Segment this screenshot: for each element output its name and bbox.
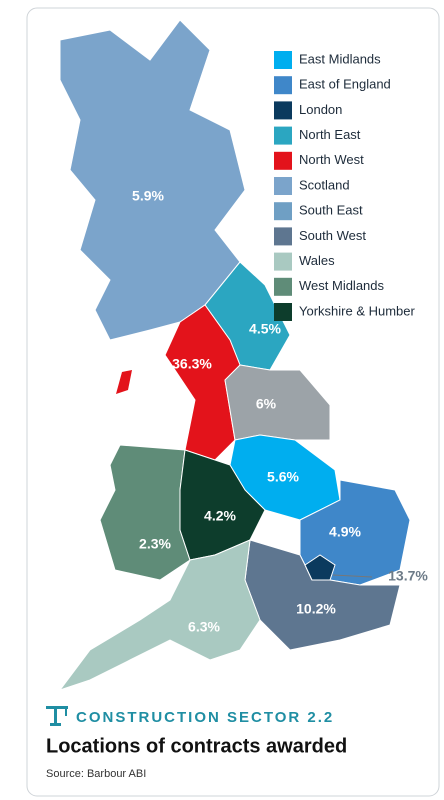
region-label: 4.9% [329, 524, 361, 540]
legend-label: North West [299, 152, 364, 167]
legend-label: Yorkshire & Humber [299, 303, 416, 318]
region-label: 4.2% [204, 508, 236, 524]
legend-swatch [274, 252, 292, 271]
region [224, 364, 331, 441]
island [116, 370, 132, 394]
legend-swatch [274, 303, 292, 321]
region [304, 554, 336, 581]
legend-swatch [274, 51, 292, 69]
legend: East Midlands East of England London North … [274, 51, 416, 321]
legend-label: East of England [299, 77, 391, 92]
region-label: 2.3% [139, 536, 171, 552]
legend-label: South West [299, 228, 366, 243]
legend-swatch [274, 76, 292, 95]
leader-line [332, 574, 373, 578]
section-label: CONSTRUCTION SECTOR 2.2 [76, 709, 334, 726]
region-label: 5.9% [132, 188, 164, 204]
legend-label: West Midlands [299, 278, 385, 293]
legend-label: East Midlands [299, 51, 381, 66]
region-label: 6.3% [188, 619, 220, 635]
legend-label: Wales [299, 253, 335, 268]
legend-label: Scotland [299, 177, 350, 192]
crane-icon [46, 706, 68, 726]
legend-label: South East [299, 203, 363, 218]
region [58, 539, 261, 691]
legend-swatch [274, 202, 292, 221]
region-label: 4.5% [249, 321, 281, 337]
legend-label: North East [299, 127, 361, 142]
legend-swatch [274, 177, 292, 195]
map: 5.9% 4.5% 36.3% 6% 5.6% 2.3% 4.2% 4.9% 10.2% 6.3%… [58, 19, 428, 691]
legend-swatch [274, 277, 292, 296]
title: Locations of contracts awarded [46, 735, 347, 757]
region-label: 36.3% [172, 356, 212, 372]
legend-label: London [299, 102, 342, 117]
legend-swatch [274, 227, 292, 246]
legend-swatch [274, 126, 292, 145]
legend-swatch [274, 101, 292, 120]
region-label: 5.6% [267, 469, 299, 485]
region-label: 13.7% [388, 568, 428, 584]
region-label: 10.2% [296, 601, 336, 617]
region [99, 444, 191, 581]
region-label: 6% [256, 396, 277, 412]
source: Source: Barbour ABI [46, 768, 146, 780]
legend-swatch [274, 151, 292, 170]
